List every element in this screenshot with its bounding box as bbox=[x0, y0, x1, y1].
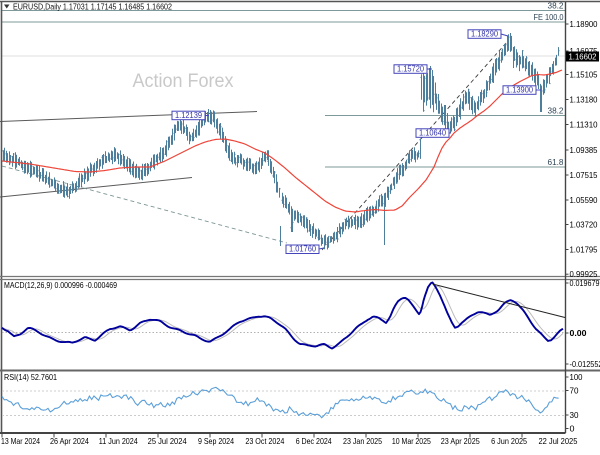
svg-text:70: 70 bbox=[570, 386, 579, 396]
svg-text:1.09385: 1.09385 bbox=[570, 145, 598, 155]
svg-text:61.8: 61.8 bbox=[548, 158, 564, 167]
svg-text:0: 0 bbox=[570, 424, 575, 434]
svg-text:1.16602: 1.16602 bbox=[569, 52, 597, 62]
svg-text:11 Jun 2024: 11 Jun 2024 bbox=[99, 437, 138, 446]
svg-text:38.2: 38.2 bbox=[548, 2, 564, 11]
svg-text:6 Jun 2025: 6 Jun 2025 bbox=[491, 437, 527, 446]
svg-text:38.2: 38.2 bbox=[548, 107, 564, 116]
svg-text:22 Jul 2025: 22 Jul 2025 bbox=[538, 437, 577, 446]
svg-text:1.18900: 1.18900 bbox=[570, 19, 598, 29]
svg-text:MACD(12,26,9) 0.000996 -0.0004: MACD(12,26,9) 0.000996 -0.000469 bbox=[4, 281, 117, 290]
svg-text:1.03720: 1.03720 bbox=[570, 220, 598, 230]
svg-text:Action Forex: Action Forex bbox=[133, 70, 234, 92]
svg-text:1.10640: 1.10640 bbox=[419, 129, 447, 138]
svg-text:13 Mar 2024: 13 Mar 2024 bbox=[1, 437, 40, 446]
svg-text:30: 30 bbox=[570, 410, 579, 420]
svg-text:1.05590: 1.05590 bbox=[570, 195, 598, 205]
svg-text:EURUSD,Daily 1.17031 1.17145 1: EURUSD,Daily 1.17031 1.17145 1.16485 1.1… bbox=[13, 2, 172, 12]
svg-text:23 Apr 2025: 23 Apr 2025 bbox=[441, 437, 480, 446]
svg-text:1.01795: 1.01795 bbox=[570, 245, 598, 255]
svg-text:26 Apr 2024: 26 Apr 2024 bbox=[50, 437, 89, 446]
svg-text:0.00: 0.00 bbox=[570, 328, 587, 338]
svg-text:1.13900: 1.13900 bbox=[506, 86, 534, 95]
svg-text:100: 100 bbox=[570, 372, 583, 382]
svg-text:25 Jul 2024: 25 Jul 2024 bbox=[148, 437, 187, 446]
svg-text:1.15105: 1.15105 bbox=[570, 70, 598, 80]
svg-text:9 Sep 2024: 9 Sep 2024 bbox=[198, 437, 234, 446]
svg-text:1.07515: 1.07515 bbox=[570, 170, 598, 180]
svg-text:RSI(14) 52.7601: RSI(14) 52.7601 bbox=[4, 373, 57, 382]
svg-text:1.13180: 1.13180 bbox=[570, 95, 598, 105]
svg-text:6 Dec 2024: 6 Dec 2024 bbox=[296, 437, 332, 446]
svg-text:1.18290: 1.18290 bbox=[471, 30, 499, 39]
svg-text:1.01760: 1.01760 bbox=[289, 245, 317, 254]
svg-text:23 Jan 2025: 23 Jan 2025 bbox=[343, 437, 382, 446]
svg-text:23 Oct 2024: 23 Oct 2024 bbox=[245, 437, 284, 446]
svg-text:10 Mar 2025: 10 Mar 2025 bbox=[392, 437, 431, 446]
svg-text:1.12139: 1.12139 bbox=[175, 111, 203, 120]
svg-text:1.15720: 1.15720 bbox=[397, 65, 425, 74]
svg-text:FE 100.0: FE 100.0 bbox=[534, 13, 564, 22]
svg-text:1.11310: 1.11310 bbox=[570, 120, 598, 130]
svg-text:0.019679: 0.019679 bbox=[570, 278, 600, 288]
svg-text:-0.012552: -0.012552 bbox=[570, 359, 600, 369]
